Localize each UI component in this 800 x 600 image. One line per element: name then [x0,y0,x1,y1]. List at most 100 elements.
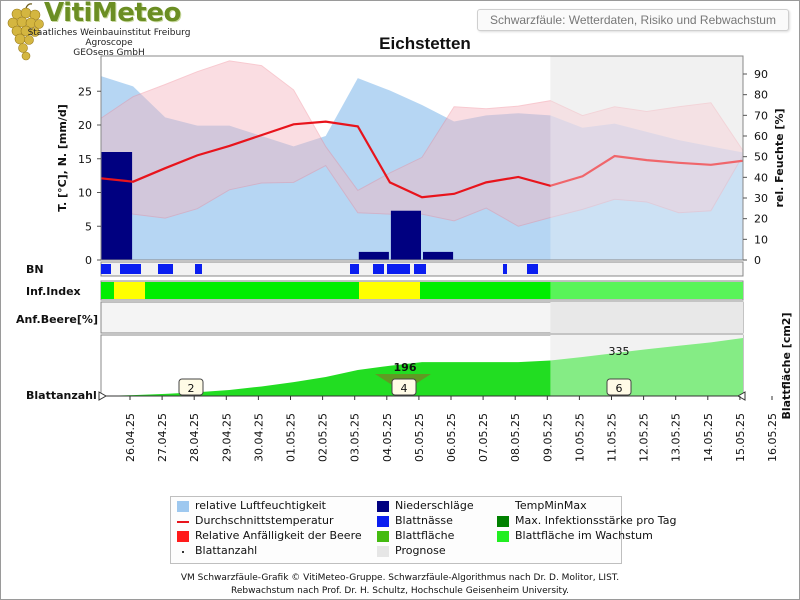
leaf-count-label: 6 [616,382,623,395]
footer-line-2: Rebwachstum nach Prof. Dr. H. Schultz, H… [231,586,569,596]
date-label: 04.05.25 [381,413,394,462]
main-plot-border [100,55,744,261]
infection-mark [145,282,359,299]
legend-swatch-icon [177,531,189,542]
institute-line-3: GEOsens GmbH [73,48,145,58]
leaf-wetness-mark [195,264,202,274]
legend-swatch-icon [177,501,189,512]
date-label: 01.05.25 [285,413,298,462]
right-tick-label: 70 [754,109,768,122]
legend-label: Max. Infektionsstärke pro Tag [515,514,677,527]
row-label-bn: BN [26,263,44,276]
legend-label: Durchschnittstemperatur [195,514,334,527]
date-label: 02.05.25 [317,413,330,462]
leaf-area-fill [101,338,743,396]
date-label: 14.05.25 [702,413,715,462]
left-tick-label: 0 [85,254,92,267]
legend-swatch-line-icon [177,521,189,523]
legend-swatch-icon [377,516,389,527]
leaf-count-marker [606,378,632,396]
legend-label: Blattfläche [395,529,455,542]
left-tick-label: 10 [78,187,92,200]
legend-label: Relative Anfälligkeit der Beere [195,529,362,542]
date-label: 30.04.25 [252,413,265,462]
date-label: 09.05.25 [541,413,554,462]
forecast-overlay-inf [550,282,743,299]
right-tick-label: 40 [754,171,768,184]
right-tick-label: 20 [754,213,768,226]
date-label: 10.05.25 [573,413,586,462]
right-tick-label: 80 [754,89,768,102]
legend-label: TempMinMax [515,499,587,512]
legend-label: Blattanzahl [195,544,258,557]
right-tick-label: 30 [754,192,768,205]
date-label: 15.05.25 [734,413,747,462]
institute-line-2: Agroscope [85,38,133,48]
legend-swatch-icon [497,531,509,542]
chart-subtitle: Schwarzfäule: Wetterdaten, Risiko und Re… [490,13,776,27]
chart-title: Eichstetten [379,34,471,53]
date-label: 06.05.25 [445,413,458,462]
footer-line-1: VM Schwarzfäule-Grafik © VitiMeteo-Grupp… [180,573,620,583]
date-label: 08.05.25 [509,413,522,462]
legend-label: Blattfläche im Wachstum [515,529,653,542]
grape-logo-icon [7,3,44,61]
legend-swatch-icon [377,546,389,557]
date-label: 07.05.25 [477,413,490,462]
mean-temp-line [100,120,744,199]
infection-mark [420,282,743,299]
precip-bar [101,152,115,260]
infection-mark [114,282,145,299]
date-label: 26.04.25 [124,413,137,462]
legend-swatch-dot-icon [182,551,184,553]
subtitle-box: Schwarzfäule: Wetterdaten, Risiko und Re… [477,9,789,31]
precip-bar [390,210,421,260]
infection-mark [359,282,420,299]
date-label: 27.04.25 [156,413,169,462]
forecast-shade-berry [550,302,743,333]
row-label-anfbeere: Anf.Beere[%] [16,313,98,326]
row-label-infindex: Inf.Index [26,285,81,298]
leaf-wetness-mark [350,264,359,274]
leaf-wetness-mark [158,264,173,274]
date-label: 16.05.25 [766,413,779,462]
forecast-overlay-main [550,56,743,260]
right-axis-label: rel. Feuchte [%] [773,109,786,208]
legend-swatch-icon [377,531,389,542]
right-axis-label-lower: Blattfläche [cm2] [780,312,793,419]
left-tick-label: 5 [85,220,92,233]
right-tick-label: 60 [754,130,768,143]
annotation-335: 335 [609,345,630,358]
leaf-wetness-mark [101,264,111,274]
legend-label: Prognose [395,544,446,557]
leaf-wetness-mark [373,264,384,274]
forecast-overlay-leaf [550,335,743,396]
left-axis-label: T. [°C], N. [mm/d] [56,104,69,212]
legend-swatch-icon [377,501,389,512]
precip-bar [423,251,454,260]
chart-legend: relative Luftfeuchtigkeit Niederschläge Te… [170,496,676,564]
legend-label: Blattnässe [395,514,453,527]
precip-bar [358,251,389,260]
annotation-196: 196 [394,361,417,374]
institute-line-1: Staatliches Weinbauinstitut Freiburg [27,28,191,38]
legend-label: Niederschläge [395,499,474,512]
leaf-count-marker [178,378,204,396]
date-label: 12.05.25 [638,413,651,462]
infection-mark [101,282,114,299]
right-tick-label: 50 [754,151,768,164]
right-tick-label: 10 [754,233,768,246]
leaf-count-label: 4 [401,382,408,395]
logo-text: VitiMeteo [44,0,181,28]
left-tick-label: 15 [78,153,92,166]
axis-arrow-left-icon [98,391,108,401]
leaf-wetness-mark [387,264,410,274]
right-tick-label: 0 [754,254,761,267]
axis-arrow-right-icon [736,391,746,401]
date-label: 13.05.25 [670,413,683,462]
date-label: 05.05.25 [413,413,426,462]
row-label-blattanzahl: Blattanzahl [26,389,97,402]
leaf-wetness-mark [527,264,538,274]
right-tick-label: 90 [754,68,768,81]
